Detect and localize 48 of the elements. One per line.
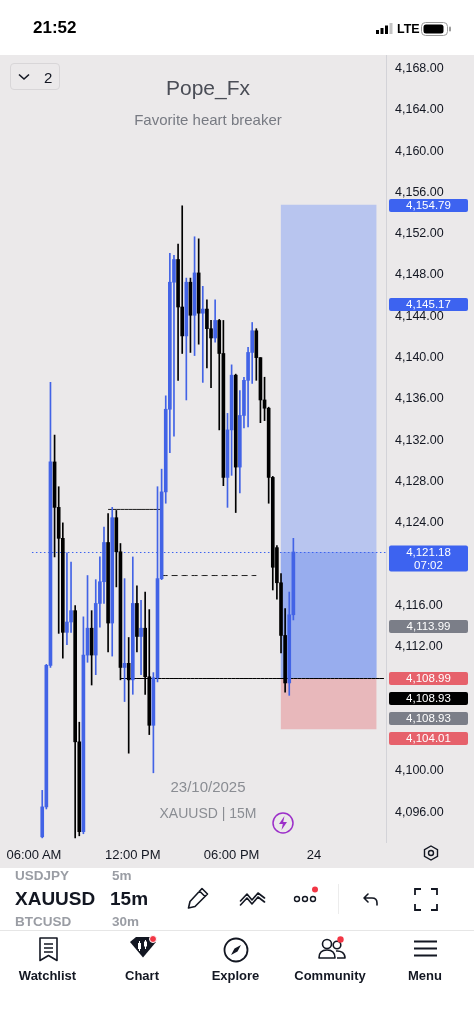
y-tick-label: 4,144.00 <box>395 308 444 323</box>
text: Pope_Fx <box>165 76 251 100</box>
text: 21:52 <box>33 18 77 38</box>
y-tick-label: 4,168.00 <box>395 60 444 75</box>
text: BTCUSD <box>15 914 72 930</box>
y-tick-label: 4,096.00 <box>395 804 444 819</box>
ref-line-label: 4,121.18 07:02 <box>406 545 451 571</box>
y-tick-label: 4,148.00 <box>395 267 444 282</box>
y-tick-label: 4,128.00 <box>395 474 444 488</box>
x-tick-label: 12:00 PM <box>104 847 161 863</box>
text: 4,154.79 <box>406 198 451 212</box>
text: 4,145.17 <box>406 297 451 311</box>
text: 4,108.99 <box>406 671 451 685</box>
text: 4,113.99 <box>406 619 451 633</box>
text: Menu <box>408 967 442 984</box>
text: Community <box>294 967 366 984</box>
x-tick-label: 06:00 PM <box>203 847 260 863</box>
text: Favorite heart breaker <box>134 110 282 128</box>
text: 30m <box>112 914 140 930</box>
y-tick-label: 4,160.00 <box>395 143 444 158</box>
candlestick <box>200 286 205 383</box>
y-tick-label: 4,124.00 <box>395 515 444 530</box>
text: XAUUSD <box>15 888 96 910</box>
y-tick-label: 4,112.00 <box>395 639 443 654</box>
annotation: 23/10/2025 <box>170 778 246 796</box>
text: Chart <box>125 967 159 984</box>
text: 5m <box>112 868 132 884</box>
text: Watchlist <box>18 967 77 984</box>
annotation: 2 <box>44 68 53 87</box>
y-tick-label: 4,136.00 <box>395 391 444 406</box>
text: USDJPY <box>15 868 70 884</box>
y-tick-label: 4,140.00 <box>395 350 444 365</box>
text: 4,108.93 <box>406 691 451 705</box>
candlestick <box>139 599 143 676</box>
annotation: XAUUSD | 15M <box>159 804 257 822</box>
text: Explore <box>211 967 260 984</box>
y-tick-label: 4,164.00 <box>395 102 444 117</box>
y-tick-label: 4,152.00 <box>395 226 444 241</box>
x-tick-label: 24 <box>306 847 322 863</box>
y-tick-label: 4,100.00 <box>395 763 444 778</box>
text: 15m <box>110 888 149 910</box>
y-tick-label: 4,116.00 <box>395 597 443 612</box>
y-tick-label: 4,156.00 <box>395 184 444 199</box>
x-tick-label: 06:00 AM <box>6 847 62 863</box>
text: LTE <box>397 21 420 37</box>
text: 4,108.93 <box>406 711 451 725</box>
y-tick-label: 4,132.00 <box>395 432 444 447</box>
text: 4,104.01 <box>406 731 451 745</box>
